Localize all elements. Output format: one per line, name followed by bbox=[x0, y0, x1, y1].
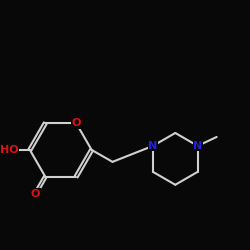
Text: N: N bbox=[193, 141, 202, 151]
Text: O: O bbox=[30, 189, 40, 199]
Text: O: O bbox=[72, 118, 81, 128]
Text: N: N bbox=[148, 141, 158, 151]
Text: HO: HO bbox=[0, 145, 18, 155]
